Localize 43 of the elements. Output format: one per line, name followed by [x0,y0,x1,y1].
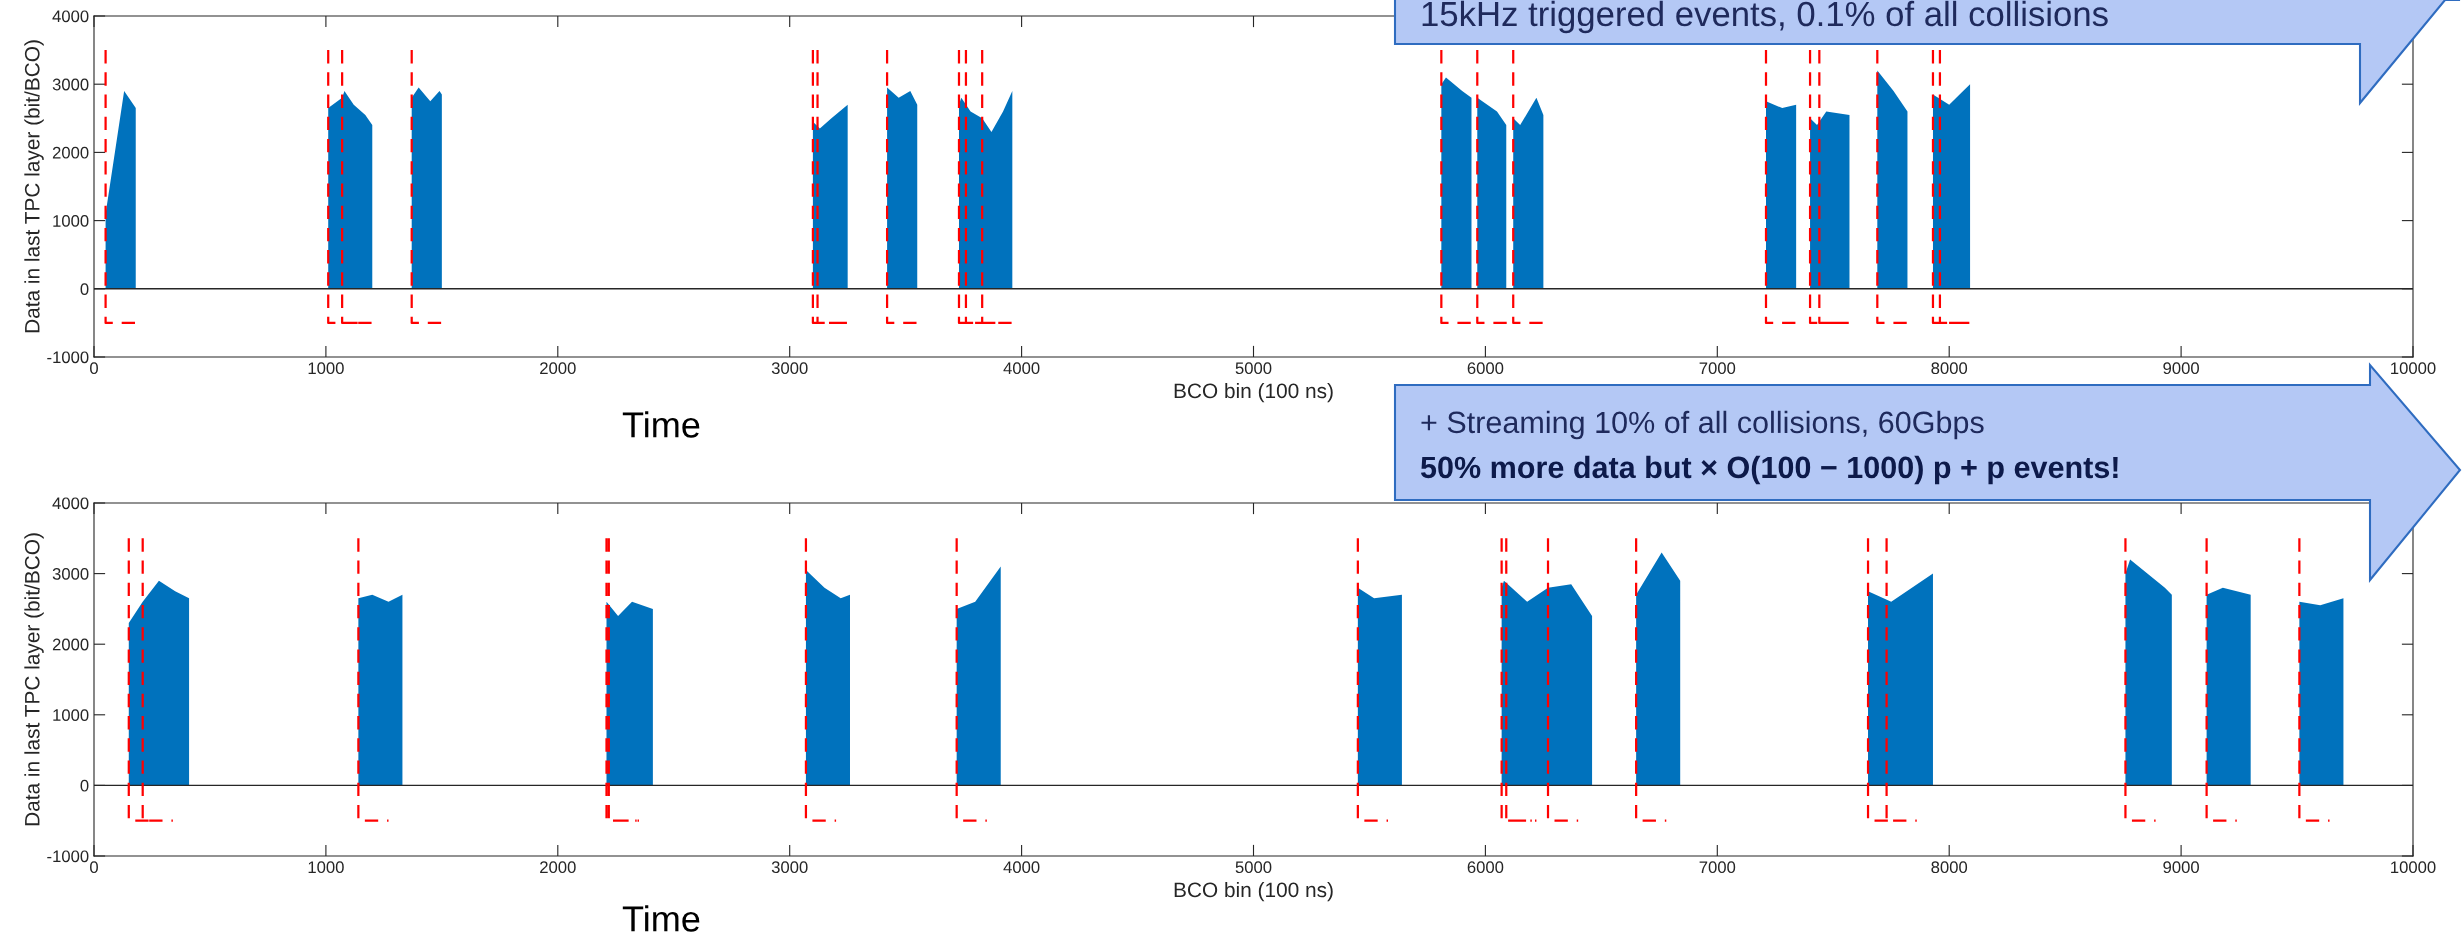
x-tick-label: 2000 [540,362,576,375]
y-tick-label: 3000 [52,568,89,580]
text: Time [622,411,700,438]
y-tick-label: 4000 [52,10,89,23]
x-tick-label: 10000 [2391,861,2436,874]
y-tick-label: 1000 [53,709,89,721]
y-axis-title: Data in last TPC layer (bit/BCO) [24,40,44,333]
y-tick-label: -1000 [47,351,89,364]
x-tick-label: 6000 [1467,362,1504,375]
y-tick-label: 3000 [52,78,89,91]
text: 50% more data but × O(100 − 1000) p + p events! [1420,455,2118,485]
x-tick-label: 5000 [1235,861,1272,874]
x-tick-label: 1000 [308,861,344,874]
text: Time [622,905,700,932]
x-tick-label: 3000 [771,362,808,375]
x-axis-title: BCO bin (100 ns) [1174,881,1333,902]
y-tick-label: 4000 [52,497,89,510]
x-tick-label: 6000 [1467,861,1504,874]
x-tick-label: 4000 [1003,861,1040,874]
x-tick-label: 1000 [308,362,344,375]
x-tick-label: 2000 [540,861,576,874]
y-tick-label: -1000 [47,850,89,863]
x-tick-label: 0 [90,861,98,874]
x-tick-label: 7000 [1699,861,1736,874]
x-tick-label: 4000 [1003,362,1040,375]
y-axis-title: Data in last TPC layer (bit/BCO) [24,533,44,826]
x-tick-label: 9000 [2163,861,2199,874]
x-tick-label: 10000 [2391,362,2436,375]
x-tick-label: 8000 [1931,861,1968,874]
y-tick-label: 0 [80,283,89,295]
y-tick-label: 1000 [53,215,89,227]
annotation: 15kHz triggered events, 0.1% of all collisions [1422,0,2108,34]
y-tick-label: 2000 [52,638,89,651]
text: + Streaming 10% of all collisions, 60Gbps [1421,410,1984,440]
x-tick-label: 3000 [771,861,808,874]
x-axis-title: BCO bin (100 ns) [1174,382,1333,403]
x-tick-label: 7000 [1699,362,1736,375]
y-tick-label: 2000 [52,146,89,159]
x-tick-label: 5000 [1235,362,1272,375]
y-tick-label: 0 [80,779,89,792]
x-tick-label: 8000 [1931,362,1968,375]
x-tick-label: 0 [90,362,98,375]
x-tick-label: 9000 [2163,362,2199,375]
